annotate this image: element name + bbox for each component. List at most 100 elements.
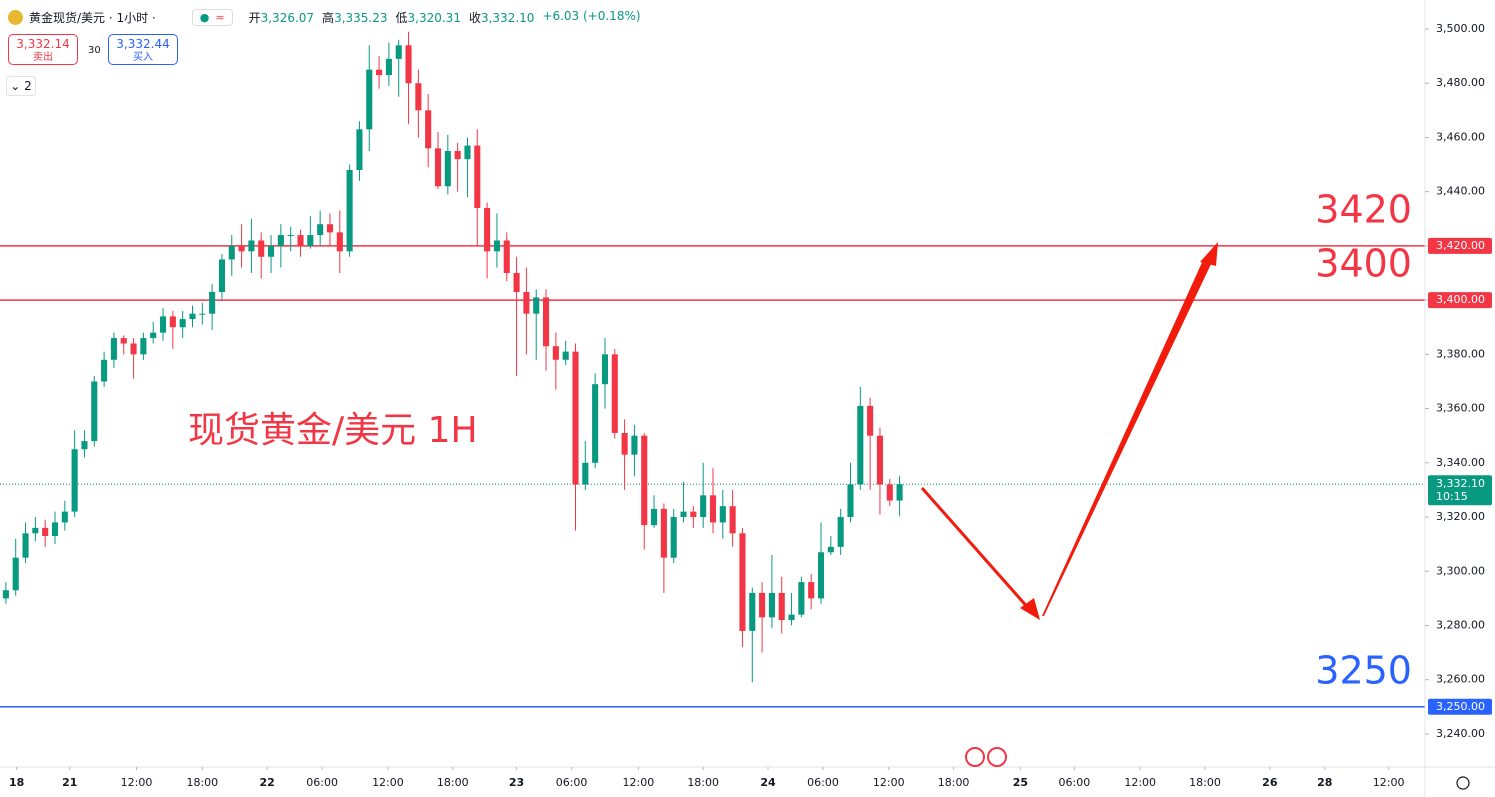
spread: 30 <box>88 45 101 56</box>
candle-body <box>749 592 756 631</box>
candle-body <box>454 151 461 160</box>
x-tick-label: 18 <box>9 776 24 789</box>
candle-body <box>601 354 609 385</box>
candle-body <box>179 319 186 328</box>
buy-label: 买入 <box>133 52 153 63</box>
candle-body <box>847 484 854 518</box>
legend-header: 黄金现货/美元 · 1小时 · ● ≈ 开3,326.07 高3,335.23 低… <box>8 9 641 26</box>
candle-body <box>248 240 255 252</box>
candle-body <box>709 495 717 523</box>
level-badge-label: 3,250.00 <box>1436 700 1485 713</box>
level-annotation: 3250 <box>1315 648 1412 692</box>
candle-body <box>700 495 707 518</box>
y-tick-label: 3,240.00 <box>1436 727 1485 740</box>
x-tick-label: 06:00 <box>807 776 839 789</box>
y-tick-label: 3,260.00 <box>1436 673 1485 686</box>
candle-body <box>464 145 471 160</box>
candle-body <box>22 533 29 558</box>
settings-icon[interactable] <box>1456 776 1470 790</box>
candle-body <box>346 169 353 252</box>
ohlc: 开3,326.07 高3,335.23 低3,320.31 收3,332.10 … <box>249 9 641 26</box>
y-tick-label: 3,440.00 <box>1436 185 1485 198</box>
candle-body <box>739 533 746 631</box>
x-tick-label: 06:00 <box>306 776 338 789</box>
candle-body <box>366 69 373 130</box>
x-tick-label: 25 <box>1013 776 1028 789</box>
x-tick-label: 18:00 <box>1189 776 1221 789</box>
candle-body <box>827 546 834 553</box>
status-pill[interactable]: ● ≈ <box>191 9 233 26</box>
event-icon[interactable] <box>965 747 985 767</box>
x-tick-label: 28 <box>1317 776 1332 789</box>
candle-body <box>101 359 108 382</box>
x-tick-label: 12:00 <box>121 776 153 789</box>
candle-body <box>719 506 726 523</box>
candle-body <box>209 291 216 314</box>
last-price-badge <box>1428 475 1492 506</box>
y-tick-label: 3,340.00 <box>1436 456 1485 469</box>
arrowhead <box>1020 598 1040 620</box>
candle-body <box>798 582 805 615</box>
candle-body <box>268 245 275 257</box>
candle-body <box>317 224 324 236</box>
sell-button[interactable]: 3,332.14 卖出 <box>8 34 78 65</box>
candle-body <box>258 240 265 257</box>
candle-body <box>651 508 658 526</box>
plot-area <box>0 31 1425 708</box>
candle-body <box>189 313 196 320</box>
ohlc-value: 3,326.07 <box>260 11 315 25</box>
candle-body <box>385 58 392 76</box>
y-tick-label: 3,300.00 <box>1436 564 1485 577</box>
candle-body <box>592 384 599 463</box>
level-annotation: 3420 <box>1315 187 1412 231</box>
candle-body <box>277 235 284 246</box>
candle-body <box>493 240 500 252</box>
candle-body <box>326 224 334 233</box>
ohlc-value: 3,320.31 <box>407 11 461 25</box>
candle-body <box>474 145 481 208</box>
candle-body <box>817 552 825 599</box>
y-tick-label: 3,320.00 <box>1436 510 1485 523</box>
x-tick-label: 12:00 <box>623 776 655 789</box>
x-tick-label: 21 <box>62 776 77 789</box>
candle-body <box>876 435 883 485</box>
x-tick-label: 12:00 <box>372 776 404 789</box>
event-icon[interactable] <box>987 747 1007 767</box>
level-badge <box>1428 292 1492 309</box>
sell-price: 3,332.14 <box>16 37 70 51</box>
y-tick-label: 3,500.00 <box>1436 22 1485 35</box>
x-tick-label: 06:00 <box>1059 776 1091 789</box>
y-tick-label: 3,380.00 <box>1436 347 1485 360</box>
change: +6.03 (+0.18%) <box>542 9 641 23</box>
buy-price: 3,332.44 <box>116 37 170 51</box>
candle-body <box>837 517 844 547</box>
arrow-down <box>920 487 1032 611</box>
candle-body <box>81 441 88 450</box>
candle-body <box>395 45 402 59</box>
candle-body <box>2 590 9 599</box>
y-tick-label: 3,280.00 <box>1436 618 1485 631</box>
candle-body <box>130 343 137 355</box>
x-tick-label: 24 <box>760 776 776 789</box>
symbol[interactable]: 黄金现货/美元 · 1小时 · <box>29 11 156 25</box>
ohlc-value: 3,332.10 <box>480 11 535 25</box>
candle-body <box>91 381 98 442</box>
candle-body <box>680 511 687 518</box>
candle-body <box>228 245 235 260</box>
x-tick-label: 23 <box>509 776 524 789</box>
candle-body <box>788 614 795 621</box>
candle-body <box>621 432 628 455</box>
x-tick-label: 18:00 <box>437 776 469 789</box>
indicator-count: 2 <box>24 79 32 93</box>
y-tick-label: 3,360.00 <box>1436 402 1485 415</box>
candle-body <box>768 592 775 618</box>
candle-body <box>886 484 893 501</box>
level-badge-label: 3,400.00 <box>1436 293 1485 306</box>
candle-body <box>199 313 206 315</box>
candle-body <box>307 235 314 246</box>
candle-body <box>552 346 559 360</box>
indicators-toggle[interactable]: ⌄ 2 <box>6 76 36 96</box>
buy-button[interactable]: 3,332.44 买入 <box>108 34 178 65</box>
countdown-label: 10:15 <box>1436 490 1468 503</box>
x-tick-label: 12:00 <box>1124 776 1156 789</box>
